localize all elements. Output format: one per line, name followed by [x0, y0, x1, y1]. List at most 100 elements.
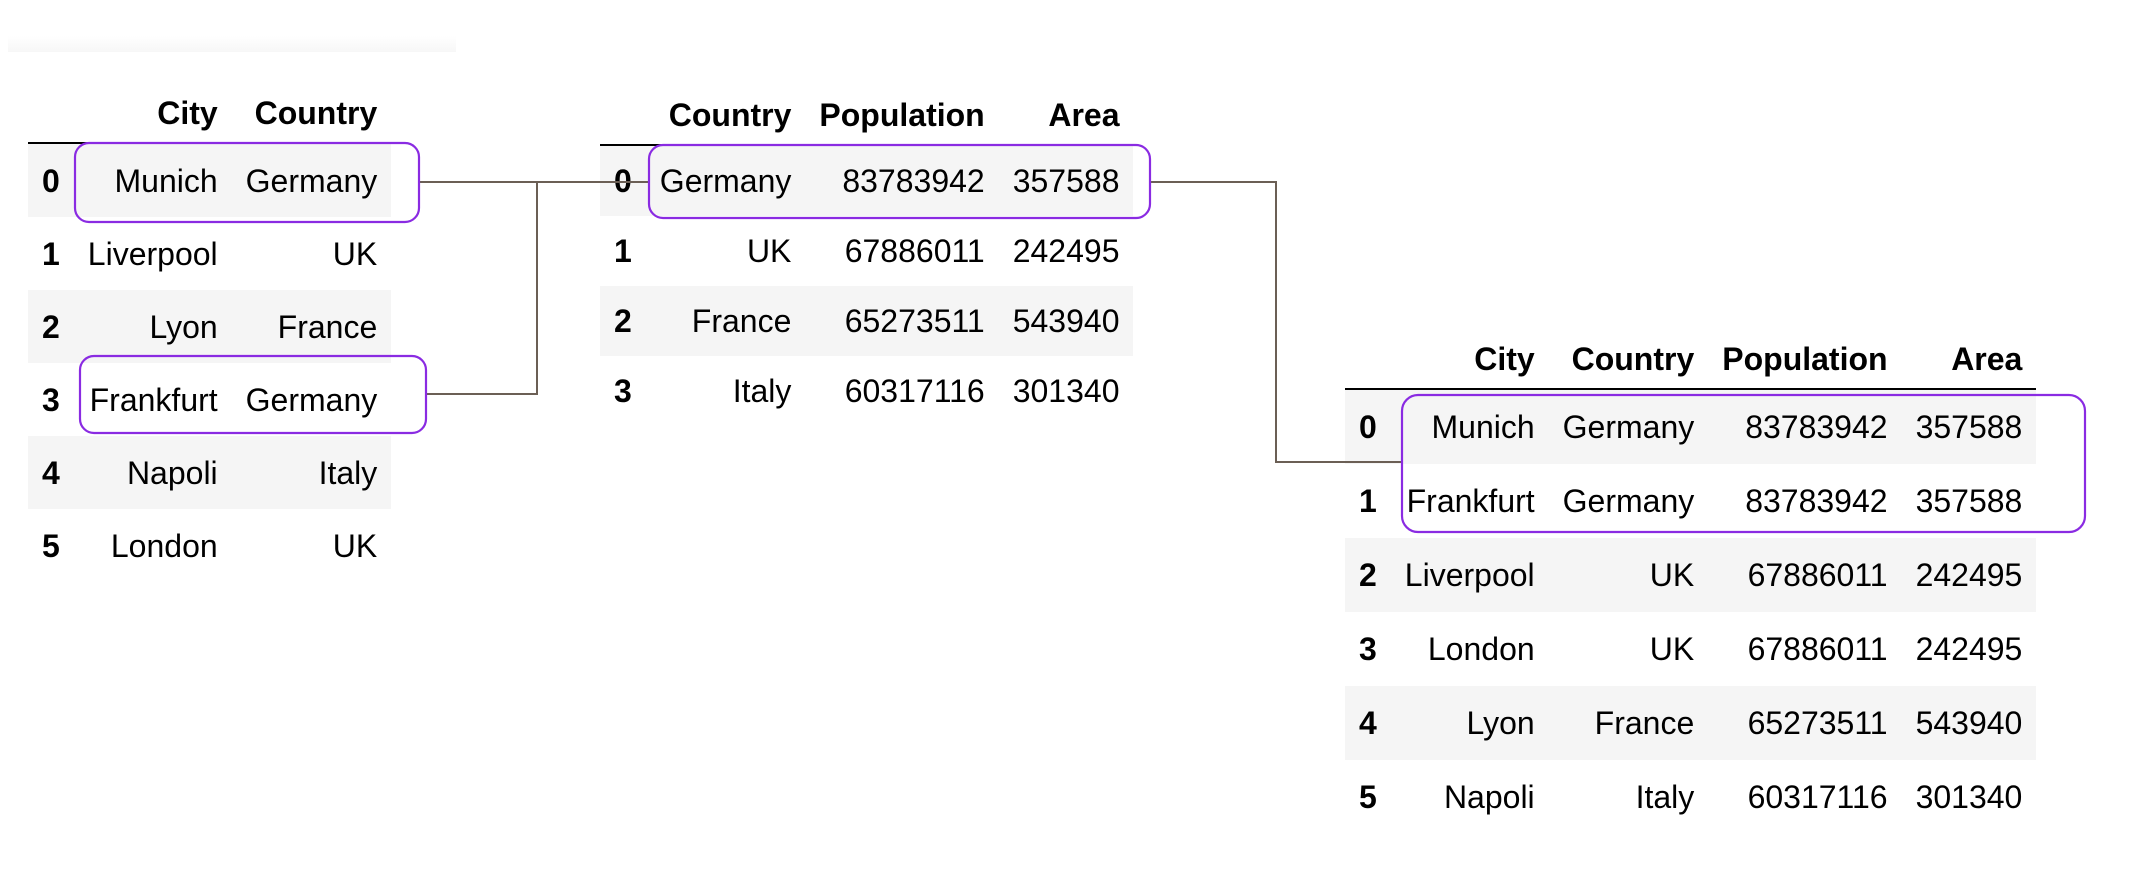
- population-cell: 83783942: [842, 163, 985, 199]
- table-row: 0 Germany 83783942 357588: [600, 145, 1134, 216]
- population-cell: 83783942: [1745, 409, 1888, 445]
- table-row: 3 Italy 60317116 301340: [600, 356, 1134, 426]
- area-cell: 357588: [1012, 163, 1120, 199]
- city-cell: Lyon: [1466, 705, 1535, 741]
- row-index: 4: [42, 454, 60, 491]
- row-index: 2: [1359, 557, 1377, 593]
- highlight-box-germany: [647, 143, 1152, 220]
- area-cell: 242495: [1915, 631, 2023, 667]
- area-cell: 301340: [1915, 779, 2023, 815]
- population-cell: 67886011: [844, 233, 985, 269]
- city-cell: Napoli: [126, 454, 218, 491]
- area-cell: 357588: [1915, 483, 2023, 519]
- country-cell: Germany: [659, 163, 792, 199]
- country-cell: Italy: [1635, 779, 1695, 815]
- city-cell: London: [110, 527, 218, 564]
- table-row: 3 Frankfurt Germany: [28, 363, 392, 436]
- city-cell: Frankfurt: [89, 381, 218, 418]
- row-index: 1: [42, 235, 60, 272]
- column-header-area: Area: [1048, 97, 1120, 133]
- country-cell: UK: [332, 235, 378, 272]
- column-header-country: Country: [1571, 341, 1695, 377]
- area-cell: 543940: [1915, 705, 2023, 741]
- table-row: 4 Lyon France 65273511 543940: [1345, 686, 2037, 760]
- row-index: 3: [1359, 631, 1377, 667]
- column-header-country: Country: [668, 97, 792, 133]
- country-cell: France: [277, 308, 378, 345]
- column-header-population: Population: [1722, 341, 1888, 377]
- table-row: 5 London UK: [28, 509, 392, 582]
- table-row: 2 France 65273511 543940: [600, 286, 1134, 356]
- city-cell: Lyon: [149, 308, 218, 345]
- country-cell: UK: [332, 527, 378, 564]
- column-header-city: City: [1474, 341, 1535, 377]
- row-index: 0: [1359, 409, 1377, 445]
- row-index: 3: [614, 373, 632, 409]
- city-cell: London: [1427, 631, 1535, 667]
- city-cell: Liverpool: [87, 235, 218, 272]
- city-cell: Napoli: [1443, 779, 1535, 815]
- country-cell: France: [691, 303, 792, 339]
- row-index: 2: [42, 308, 60, 345]
- country-cell: Germany: [245, 381, 378, 418]
- table-row: 4 Napoli Italy: [28, 436, 392, 509]
- row-index: 0: [42, 162, 60, 199]
- table-row: 0 Munich Germany: [28, 143, 392, 217]
- area-cell: 242495: [1915, 557, 2023, 593]
- row-index: 5: [42, 527, 60, 564]
- left-dataframe: City Country 0 Munich Germany 1 Liverpoo…: [28, 84, 392, 582]
- population-cell: 60317116: [1747, 779, 1888, 815]
- country-cell: Germany: [1562, 483, 1695, 519]
- population-cell: 65273511: [1747, 705, 1888, 741]
- row-index: 3: [42, 381, 60, 418]
- column-header-population: Population: [819, 97, 985, 133]
- table-row: 2 Lyon France: [28, 290, 392, 363]
- area-cell: 543940: [1012, 303, 1120, 339]
- country-cell: France: [1594, 705, 1695, 741]
- country-cell: UK: [746, 233, 792, 269]
- column-header-country: Country: [254, 95, 378, 131]
- column-header-area: Area: [1951, 341, 2023, 377]
- connector-frankfurt-to-germany: [425, 182, 538, 395]
- country-cell: UK: [1649, 631, 1695, 667]
- city-cell: Liverpool: [1404, 557, 1535, 593]
- header-row: City Country Population Area: [1345, 330, 2037, 389]
- city-cell: Frankfurt: [1406, 483, 1535, 519]
- top-bar: [8, 36, 456, 52]
- highlight-box-result-germany-rows: [1400, 393, 2087, 534]
- country-cell: Germany: [245, 162, 378, 199]
- population-cell: 65273511: [844, 303, 985, 339]
- area-cell: 242495: [1012, 233, 1120, 269]
- table-row: 1 Frankfurt Germany 83783942 357588: [1345, 464, 2037, 538]
- column-header-city: City: [157, 95, 218, 131]
- table-row: 3 London UK 67886011 242495: [1345, 612, 2037, 686]
- row-index: 4: [1359, 705, 1377, 741]
- population-cell: 67886011: [1747, 631, 1888, 667]
- city-cell: Munich: [1431, 409, 1535, 445]
- population-cell: 67886011: [1747, 557, 1888, 593]
- table-row: 2 Liverpool UK 67886011 242495: [1345, 538, 2037, 612]
- country-cell: Italy: [732, 373, 792, 409]
- row-index: 1: [614, 233, 632, 269]
- area-cell: 357588: [1915, 409, 2023, 445]
- row-index: 1: [1359, 483, 1377, 519]
- table-row: 1 Liverpool UK: [28, 217, 392, 290]
- country-cell: UK: [1649, 557, 1695, 593]
- country-cell: Italy: [318, 454, 378, 491]
- result-dataframe: City Country Population Area 0 Munich Ge…: [1345, 330, 2037, 834]
- connector-germany-to-result: [1150, 181, 1402, 463]
- country-cell: Germany: [1562, 409, 1695, 445]
- row-index: 5: [1359, 779, 1377, 815]
- middle-dataframe: Country Population Area 0 Germany 837839…: [600, 86, 1134, 426]
- population-cell: 83783942: [1745, 483, 1888, 519]
- city-cell: Munich: [114, 162, 218, 199]
- area-cell: 301340: [1012, 373, 1120, 409]
- row-index: 2: [614, 303, 632, 339]
- population-cell: 60317116: [844, 373, 985, 409]
- table-row: 5 Napoli Italy 60317116 301340: [1345, 760, 2037, 834]
- table-row: 1 UK 67886011 242495: [600, 216, 1134, 286]
- highlight-box-munich: [73, 141, 421, 224]
- highlight-box-frankfurt: [78, 354, 428, 435]
- table-row: 0 Munich Germany 83783942 357588: [1345, 389, 2037, 464]
